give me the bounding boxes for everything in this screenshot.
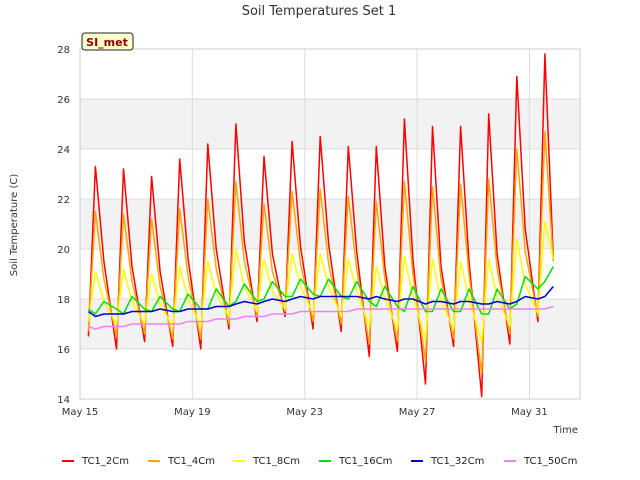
site-label-background	[81, 32, 134, 51]
legend-label: TC1_50Cm	[523, 456, 577, 467]
y-tick-label: 24	[57, 145, 70, 156]
x-tick-label: May 15	[62, 407, 99, 418]
axes	[79, 48, 581, 400]
y-tick-label: 28	[57, 45, 70, 56]
legend-item-tc1_16cm: TC1_16Cm	[319, 456, 392, 467]
x-tick-label: May 31	[511, 407, 548, 418]
series-lines	[87, 53, 555, 398]
legend-item-tc1_50cm: TC1_50Cm	[504, 456, 577, 467]
plot-band	[80, 99, 580, 149]
legend-label: TC1_16Cm	[338, 456, 392, 467]
x-tick-label: May 27	[399, 407, 436, 418]
y-tick-label: 16	[57, 345, 70, 356]
plot-frame	[79, 48, 581, 400]
y-tick-label: 20	[57, 245, 70, 256]
legend-label: TC1_32Cm	[430, 456, 484, 467]
legend-item-tc1_32cm: TC1_32Cm	[411, 456, 484, 467]
plot-background	[80, 49, 580, 399]
y-axis-ticks: 14 16 18 20 22 24 26 28	[57, 45, 70, 406]
y-tick-label: 14	[57, 395, 70, 406]
series-line-tc1_8cm	[87, 220, 555, 343]
x-tick-label: May 19	[174, 407, 211, 418]
site-label: SI_met	[86, 36, 128, 49]
legend-item-tc1_8cm: TC1_8Cm	[233, 456, 300, 467]
legend-label: TC1_8Cm	[252, 456, 300, 467]
x-axis-title: Time	[553, 425, 578, 436]
x-axis-ticks: May 15 May 19 May 23 May 27 May 31	[62, 407, 548, 418]
legend: TC1_2Cm TC1_4Cm TC1_8Cm TC1_16Cm TC1_32Cm TC1…	[62, 456, 577, 467]
site-label-box: SI_met	[81, 32, 134, 51]
y-axis-title: Soil Temperature (C)	[9, 174, 20, 277]
legend-label: TC1_2Cm	[81, 456, 129, 467]
series-line-tc1_50cm	[88, 305, 554, 330]
x-tick-label: May 23	[286, 407, 323, 418]
y-tick-label: 26	[57, 95, 70, 106]
y-tick-label: 22	[57, 195, 70, 206]
y-tick-label: 18	[57, 295, 70, 306]
series-line-tc1_4cm	[87, 130, 555, 375]
legend-item-tc1_2cm: TC1_2Cm	[62, 456, 129, 467]
legend-label: TC1_4Cm	[167, 456, 215, 467]
chart-title: Soil Temperatures Set 1	[242, 4, 397, 19]
legend-item-tc1_4cm: TC1_4Cm	[148, 456, 215, 467]
series-line-tc1_2cm	[87, 53, 555, 398]
series-line-tc1_32cm	[87, 286, 554, 318]
